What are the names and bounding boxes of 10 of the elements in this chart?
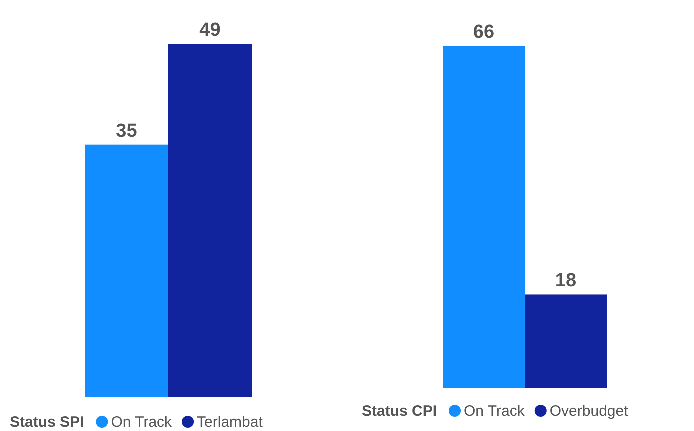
legend-title: Status SPI xyxy=(10,414,84,431)
data-label: 18 xyxy=(555,270,577,292)
legend-label: On Track xyxy=(111,414,173,431)
data-label: 49 xyxy=(200,20,221,41)
legend-title: Status CPI xyxy=(362,403,438,420)
legend-label: On Track xyxy=(464,403,526,420)
data-label: 66 xyxy=(473,22,495,43)
data-label: 35 xyxy=(116,120,138,142)
legend-label: Terlambat xyxy=(197,414,264,431)
legend-label: Overbudget xyxy=(550,403,630,420)
